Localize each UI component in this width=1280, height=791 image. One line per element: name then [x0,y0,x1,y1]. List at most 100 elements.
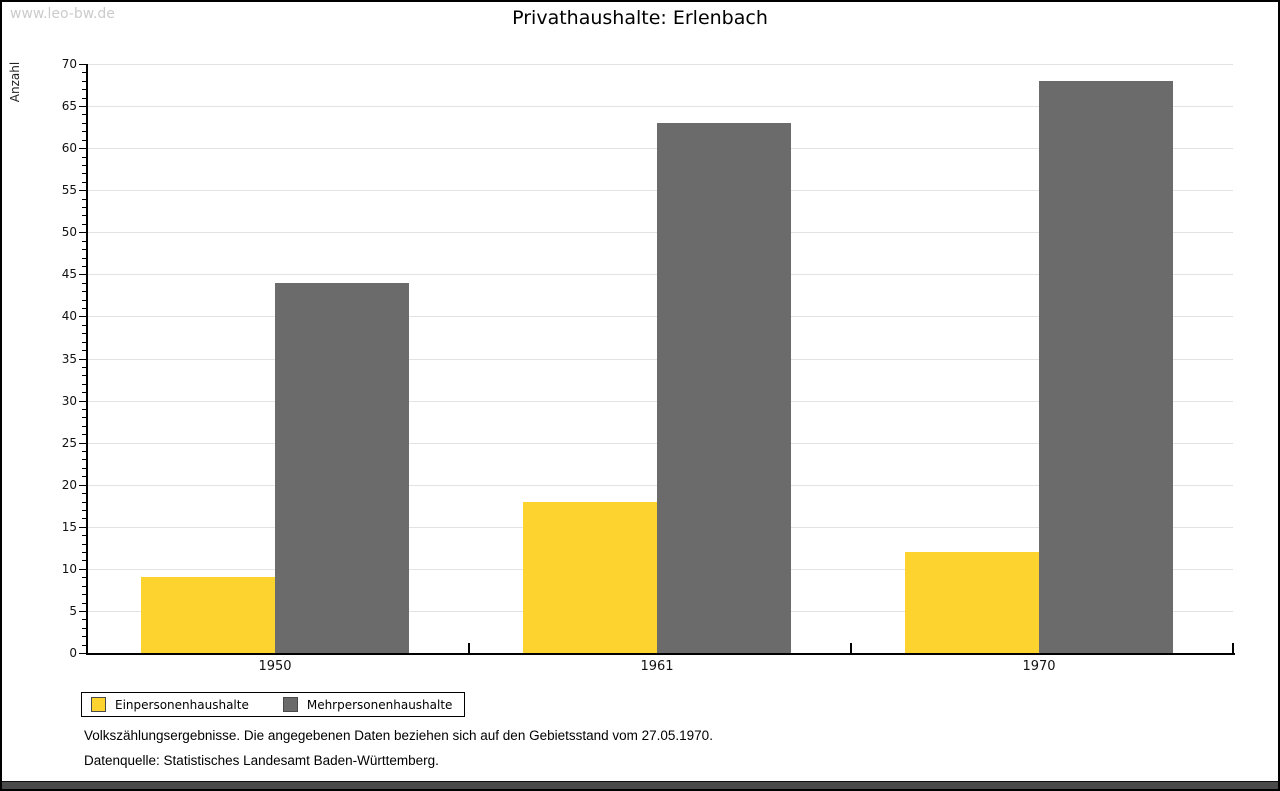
y-tick-label: 25 [61,435,77,450]
y-tick-label: 55 [61,183,77,198]
y-tick-minor [82,122,87,124]
legend-item-mehrpersonenhaushalte: Mehrpersonenhaushalte [282,697,453,712]
y-tick-minor [82,518,87,520]
x-boundary-tick [468,643,470,653]
y-tick-minor [82,417,87,419]
y-tick-major [79,653,87,654]
legend-label: Mehrpersonenhaushalte [306,697,453,712]
y-tick-label: 30 [61,393,77,408]
x-boundary-tick [850,643,852,653]
y-tick-minor [82,80,87,82]
y-tick-minor [82,366,87,368]
y-tick-minor [82,627,87,629]
y-gridline [88,64,1233,65]
y-tick-minor [82,644,87,646]
y-tick-minor [82,207,87,209]
watermark: www.leo-bw.de [10,6,115,22]
y-tick-minor [82,97,87,99]
legend-swatch-icon [91,697,106,712]
x-boundary-tick [1232,643,1234,653]
y-tick-minor [82,89,87,91]
y-tick-minor [82,501,87,503]
y-tick-minor [82,257,87,259]
y-tick-minor [82,308,87,309]
y-tick-label: 45 [61,267,77,282]
y-tick-label: 5 [69,603,77,618]
y-tick-minor [82,535,87,537]
bar-einpersonenhaushalte-1970 [905,552,1039,653]
y-tick-minor [82,341,87,343]
y-tick-label: 0 [69,646,77,660]
legend-item-einpersonenhaushalte: Einpersonenhaushalte [91,697,249,712]
y-tick-minor [82,408,87,410]
bar-einpersonenhaushalte-1950 [141,577,275,653]
bar-mehrpersonenhaushalte-1970 [1039,80,1173,653]
bottom-bar [2,781,1278,789]
y-tick-minor [82,434,87,436]
y-tick-label: 60 [61,141,77,156]
y-tick-minor [82,467,87,469]
y-tick-minor [82,240,87,242]
y-tick-minor [82,333,87,335]
y-tick-minor [82,425,87,427]
y-tick-minor [82,602,87,604]
y-tick-major [79,190,87,192]
bar-mehrpersonenhaushalte-1961 [657,122,791,653]
y-tick-label: 40 [61,309,77,324]
y-tick-major [79,232,87,234]
y-tick-major [79,400,87,402]
y-tick-minor [82,72,87,74]
y-tick-label: 50 [61,225,77,240]
y-tick-label: 65 [61,99,77,114]
footnote-source: Datenquelle: Statistisches Landesamt Bad… [84,753,439,768]
x-tick-label: 1950 [258,659,292,674]
y-tick-minor [82,636,87,638]
y-tick-minor [82,173,87,175]
x-axis-line [86,653,1235,655]
y-tick-minor [82,114,87,116]
y-tick-major [79,64,87,65]
y-tick-minor [82,265,87,267]
y-tick-minor [82,383,87,385]
y-tick-major [79,148,87,150]
y-tick-major [79,568,87,570]
y-tick-minor [82,459,87,461]
y-tick-minor [82,215,87,217]
footnote-census: Volkszählungsergebnisse. Die angegebenen… [84,728,713,743]
y-tick-major [79,358,87,360]
y-gridline [88,106,1233,108]
y-tick-minor [82,291,87,293]
y-tick-minor [82,509,87,511]
y-tick-major [79,442,87,444]
y-tick-minor [82,493,87,495]
y-tick-label: 35 [61,351,77,366]
y-tick-minor [82,577,87,579]
y-tick-minor [82,594,87,596]
chart-title: Privathaushalte: Erlenbach [512,7,768,29]
x-tick-label: 1961 [640,659,674,674]
legend-label: Einpersonenhaushalte [115,697,249,712]
x-tick-label: 1970 [1022,659,1056,674]
y-tick-minor [82,552,87,554]
y-tick-label: 70 [61,57,77,71]
y-tick-minor [82,156,87,158]
y-tick-minor [82,585,87,587]
y-tick-major [79,106,87,108]
y-tick-minor [82,131,87,133]
y-tick-minor [82,375,87,377]
y-tick-minor [82,619,87,621]
legend: Einpersonenhaushalte Mehrpersonenhaushalt… [81,692,466,717]
y-tick-minor [82,392,87,394]
y-tick-minor [82,451,87,453]
y-tick-minor [82,350,87,352]
bar-einpersonenhaushalte-1961 [523,501,657,653]
y-tick-minor [82,543,87,545]
y-tick-minor [82,181,87,183]
y-tick-minor [82,223,87,225]
y-tick-minor [82,249,87,251]
bar-mehrpersonenhaushalte-1950 [275,282,409,653]
y-tick-label: 10 [61,561,77,576]
y-axis-line [86,64,88,655]
